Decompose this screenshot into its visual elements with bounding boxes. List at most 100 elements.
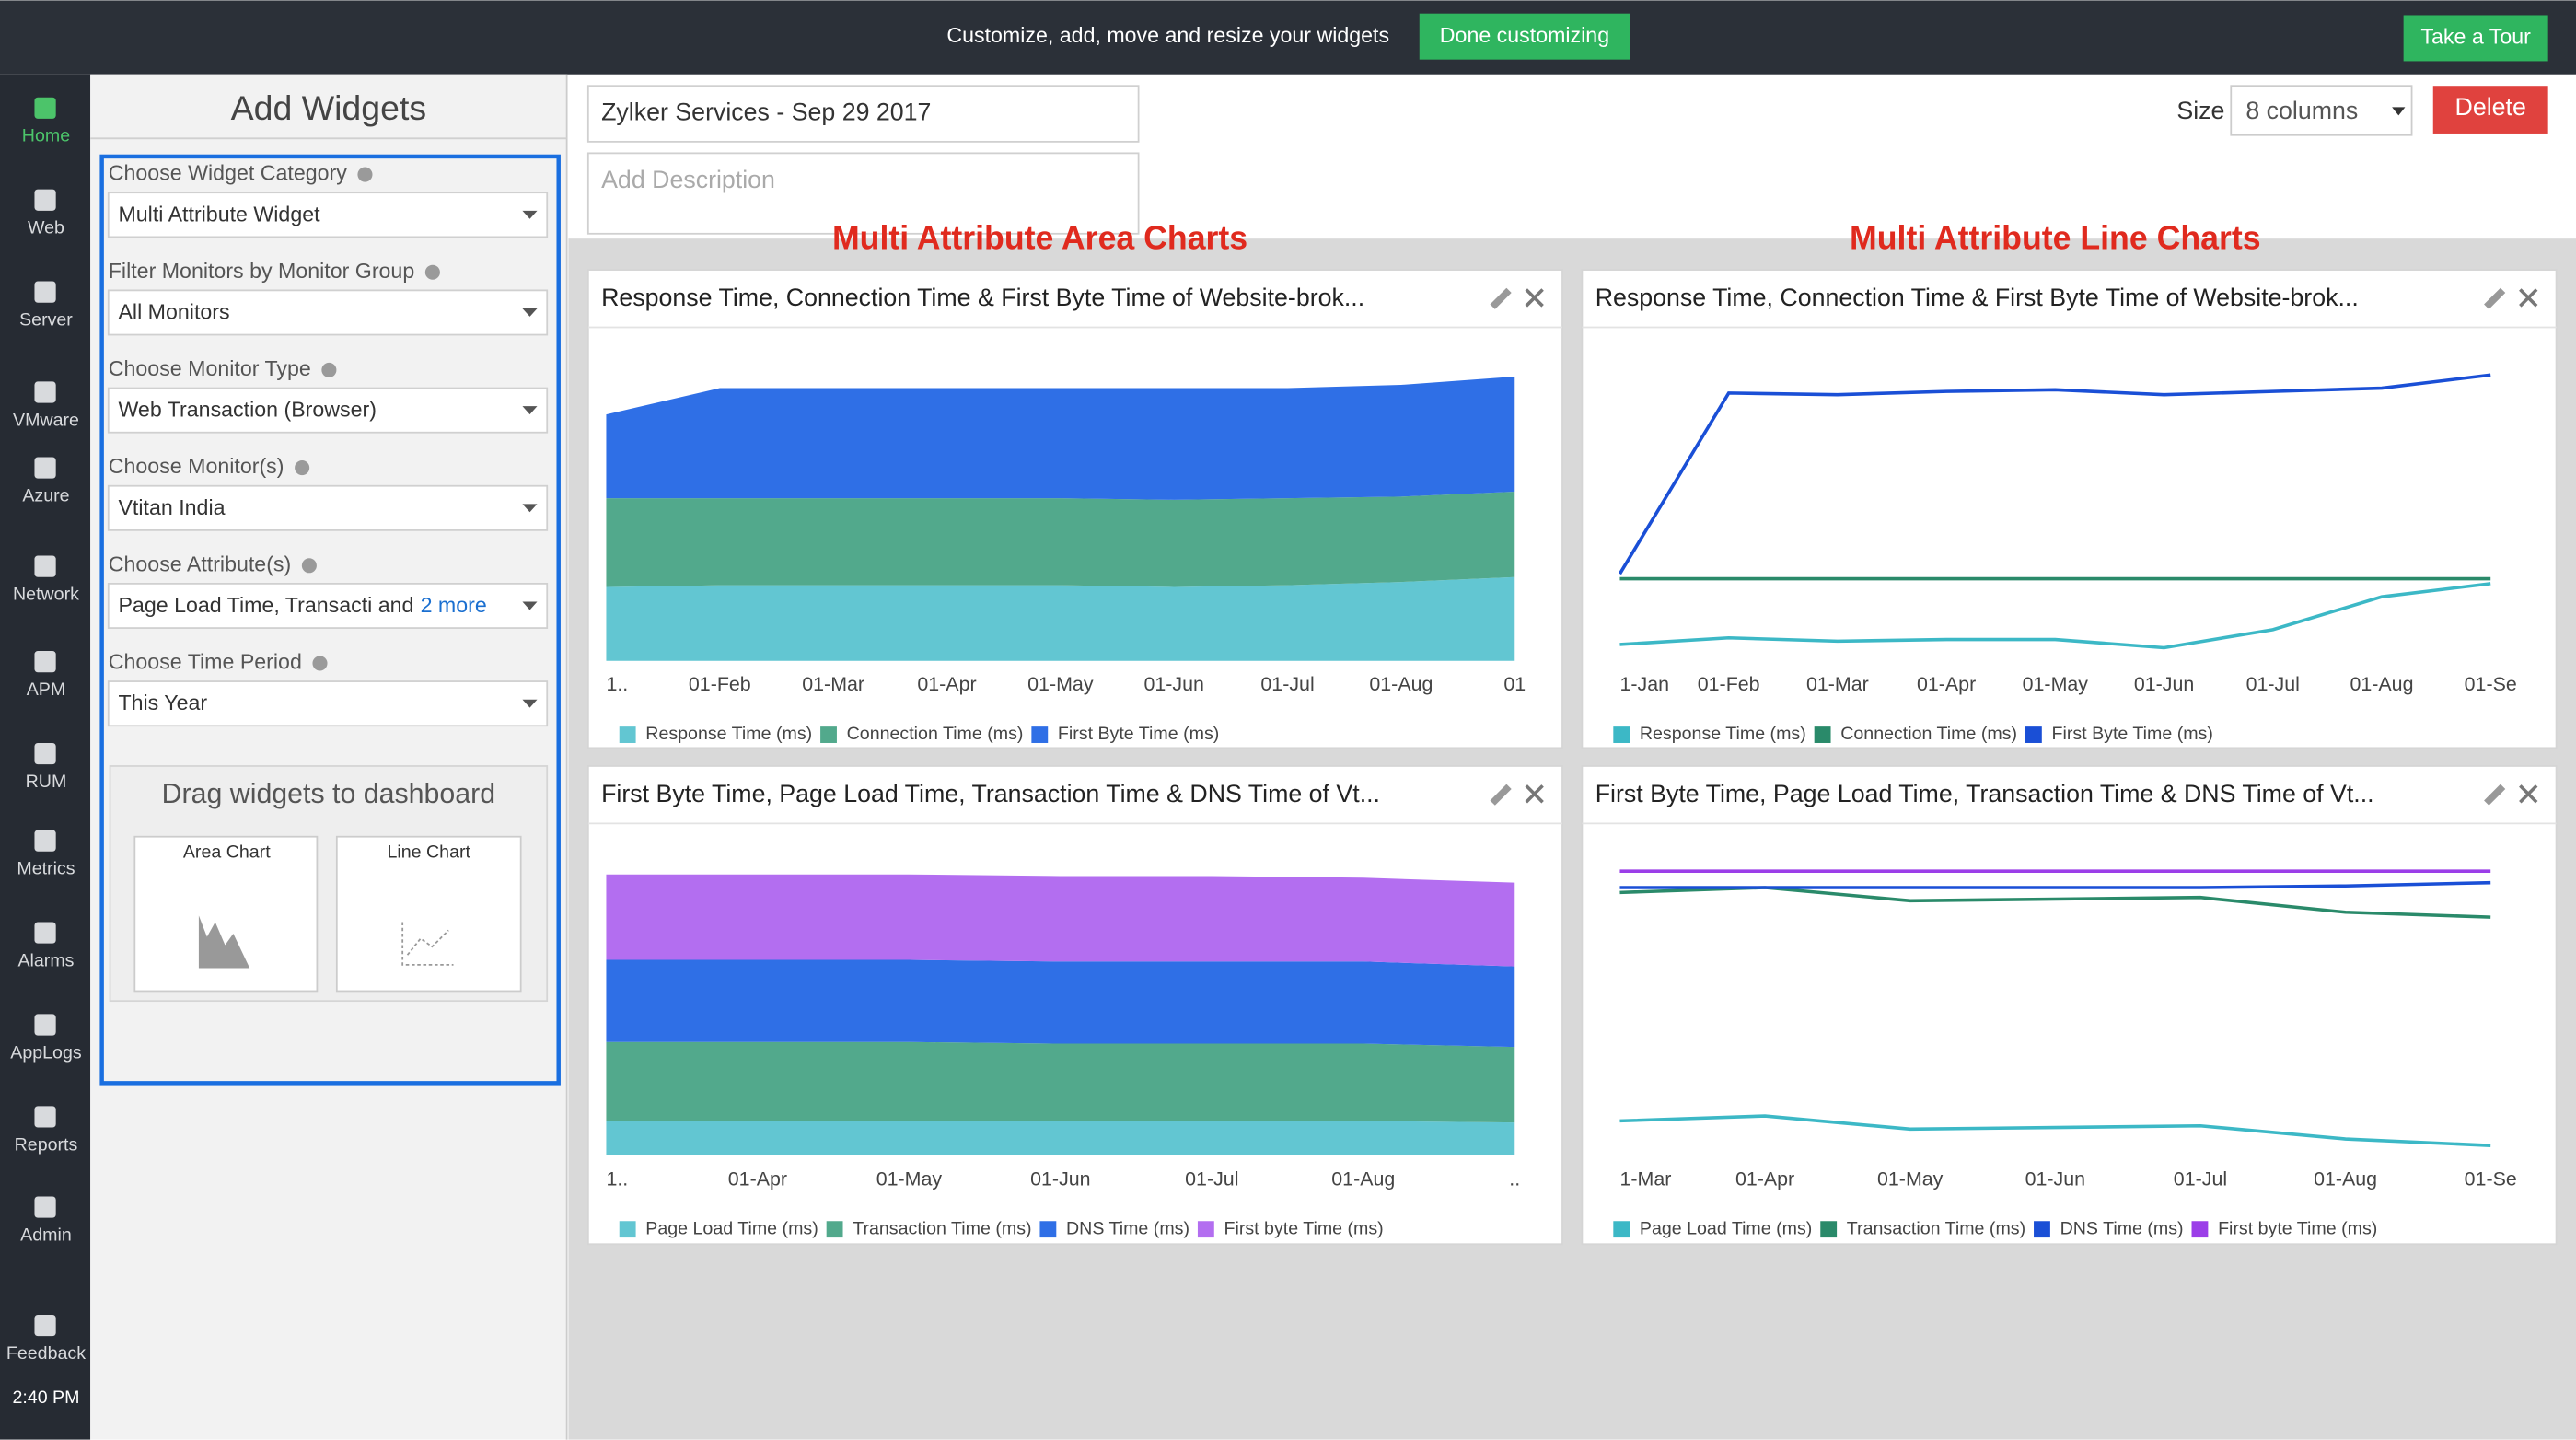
name-input[interactable] — [586, 85, 1140, 143]
nav-label[interactable]: Network — [13, 585, 79, 605]
legend-swatch[interactable] — [1613, 726, 1630, 743]
nav-label[interactable]: Feedback — [6, 1343, 86, 1364]
legend-swatch[interactable] — [1039, 1221, 1057, 1238]
done-button-label[interactable]: Done customizing — [1440, 23, 1609, 47]
legend-swatch[interactable] — [1031, 726, 1049, 743]
edit-icon[interactable] — [1490, 784, 1512, 806]
edit-icon[interactable] — [2484, 784, 2506, 806]
nav-icon[interactable] — [34, 1014, 56, 1036]
close-icon[interactable] — [1525, 288, 1544, 308]
nav-label[interactable]: Web — [28, 218, 64, 238]
nav-label[interactable]: RUM — [26, 772, 67, 792]
legend-swatch[interactable] — [1814, 726, 1831, 743]
legend-label[interactable]: Connection Time (ms) — [1840, 724, 2017, 744]
legend-swatch[interactable] — [1820, 1221, 1838, 1238]
edit-icon[interactable] — [2484, 287, 2506, 309]
legend-label[interactable]: Transaction Time (ms) — [853, 1218, 1031, 1238]
legend-swatch[interactable] — [1197, 1221, 1214, 1238]
close-icon[interactable] — [2519, 288, 2538, 308]
nav-icon[interactable] — [34, 830, 56, 852]
select-box[interactable] — [107, 289, 549, 336]
nav-icon[interactable] — [34, 457, 56, 479]
nav-icon[interactable] — [34, 1106, 56, 1128]
legend-swatch[interactable] — [2034, 1221, 2050, 1238]
select-box[interactable] — [107, 680, 549, 727]
select-box[interactable] — [107, 387, 549, 434]
widget-tile-label[interactable]: Area Chart — [183, 842, 271, 863]
edit-icon[interactable] — [1490, 287, 1512, 309]
legend-swatch[interactable] — [820, 726, 837, 743]
widget-tile-label[interactable]: Line Chart — [387, 842, 470, 863]
legend-swatch[interactable] — [2191, 1221, 2209, 1238]
legend-label[interactable]: Response Time (ms) — [645, 724, 812, 744]
select-box[interactable] — [107, 582, 549, 629]
nav-label[interactable]: Admin — [20, 1225, 72, 1246]
tour-button-label[interactable]: Take a Tour — [2420, 25, 2531, 49]
legend-swatch[interactable] — [619, 726, 636, 743]
nav-label[interactable]: Azure — [22, 486, 69, 506]
nav-icon[interactable] — [34, 651, 56, 673]
nav-label[interactable]: Server — [19, 310, 73, 331]
x-tick-label: 01-Aug — [2350, 673, 2413, 695]
nav-icon[interactable] — [34, 189, 56, 211]
nav-icon[interactable] — [34, 555, 56, 577]
delete-button-label[interactable]: Delete — [2455, 93, 2526, 121]
select-value[interactable]: Page Load Time, Transacti and — [118, 593, 413, 617]
legend-label[interactable]: Connection Time (ms) — [847, 724, 1024, 744]
done-button[interactable] — [1419, 13, 1630, 60]
nav-label[interactable]: Reports — [15, 1134, 78, 1155]
nav-icon[interactable] — [34, 281, 56, 303]
nav-label[interactable]: Metrics — [17, 859, 75, 879]
legend-label[interactable]: First Byte Time (ms) — [2052, 724, 2213, 744]
nav-icon[interactable] — [34, 381, 56, 403]
legend-label[interactable]: Response Time (ms) — [1640, 724, 1806, 744]
nav-icon[interactable] — [34, 922, 56, 944]
nav-icon[interactable] — [34, 742, 56, 765]
nav-label[interactable]: VMware — [13, 410, 79, 430]
field-label: Choose Widget Category — [109, 161, 347, 185]
close-icon[interactable] — [1525, 784, 1544, 804]
legend-label[interactable]: First Byte Time (ms) — [1058, 724, 1219, 744]
nav-label[interactable]: APM — [27, 679, 66, 700]
dashboard-name[interactable]: Zylker Services - Sep 29 2017 — [601, 99, 931, 126]
select-value[interactable]: This Year — [118, 691, 207, 714]
select-value[interactable]: Vtitan India — [118, 495, 225, 519]
select-box[interactable] — [107, 484, 549, 531]
x-tick-label: 01-Feb — [1698, 673, 1760, 695]
nav-label[interactable]: AppLogs — [10, 1042, 82, 1063]
nav-label[interactable]: Home — [22, 126, 70, 146]
nav-icon[interactable] — [34, 1196, 56, 1218]
size-value[interactable]: 8 columns — [2245, 97, 2358, 124]
legend-label[interactable]: Transaction Time (ms) — [1847, 1218, 2025, 1238]
select-value[interactable]: All Monitors — [118, 299, 229, 323]
x-tick-label: 01-Aug — [2314, 1167, 2377, 1190]
legend-swatch[interactable] — [826, 1221, 843, 1238]
more-link[interactable]: 2 more — [421, 593, 487, 617]
legend-label[interactable]: DNS Time (ms) — [2060, 1218, 2184, 1238]
top-bar — [0, 0, 2576, 75]
x-tick-label: 1.. — [606, 673, 628, 695]
chart-panel — [1581, 765, 2558, 1246]
description-placeholder[interactable]: Add Description — [601, 166, 775, 193]
legend-label[interactable]: First byte Time (ms) — [2218, 1218, 2377, 1238]
legend-swatch[interactable] — [619, 1221, 636, 1238]
legend-label[interactable]: Page Load Time (ms) — [645, 1218, 818, 1238]
nav-icon[interactable] — [34, 1314, 56, 1337]
legend-label[interactable]: First byte Time (ms) — [1224, 1218, 1383, 1238]
select-value[interactable]: Web Transaction (Browser) — [118, 398, 377, 422]
delete-button[interactable] — [2432, 86, 2548, 134]
nav-label[interactable]: Alarms — [17, 951, 74, 971]
legend-swatch[interactable] — [1613, 1221, 1630, 1238]
select-box[interactable] — [107, 192, 549, 238]
size-select[interactable] — [2230, 85, 2413, 136]
select-value[interactable]: Multi Attribute Widget — [118, 202, 320, 226]
legend-label[interactable]: Page Load Time (ms) — [1640, 1218, 1812, 1238]
tour-button[interactable] — [2403, 15, 2548, 62]
legend-swatch[interactable] — [2025, 726, 2042, 743]
close-icon[interactable] — [2519, 784, 2538, 804]
line-icon — [401, 922, 454, 966]
legend-label[interactable]: DNS Time (ms) — [1066, 1218, 1189, 1238]
description-input[interactable] — [586, 152, 1140, 235]
nav-icon[interactable] — [34, 97, 56, 119]
info-icon — [321, 362, 337, 377]
